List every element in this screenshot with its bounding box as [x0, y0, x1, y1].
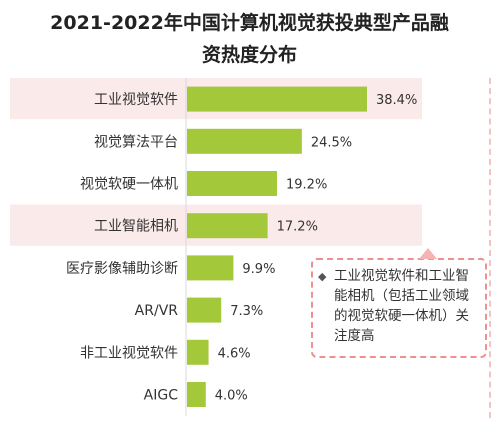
value-label: 4.0%: [215, 389, 248, 404]
value-label: 24.5%: [311, 135, 352, 150]
annotation-callout: ◆ 工业视觉软件和工业智能相机（包括工业领域的视觉软硬一体机）关注度高: [311, 248, 487, 358]
value-label: 19.2%: [286, 178, 327, 193]
value-label: 4.6%: [218, 346, 251, 361]
chart-title-line-1: 2021-2022年中国计算机视觉获投典型产品融: [50, 12, 449, 34]
chart-title-line-2: 资热度分布: [201, 44, 297, 66]
bar: [187, 86, 367, 112]
bar: [187, 128, 302, 154]
category-label: AR/VR: [135, 303, 179, 319]
callout-pointer: [419, 248, 437, 259]
value-label: 17.2%: [277, 220, 318, 235]
bar: [187, 213, 268, 239]
category-label: 视觉软硬一体机: [80, 177, 178, 193]
value-label: 9.9%: [242, 262, 275, 277]
bar: [187, 339, 209, 365]
bar: [187, 171, 277, 196]
value-label: 38.4%: [376, 93, 417, 108]
value-label: 7.3%: [230, 304, 263, 319]
category-label: 工业视觉软件: [94, 92, 178, 108]
category-label: AIGC: [144, 388, 179, 404]
diamond-icon: ◆: [318, 270, 327, 283]
category-label: 视觉算法平台: [94, 134, 178, 150]
callout-text: 工业视觉软件和工业智能相机（包括工业领域的视觉软硬一体机）关注度高: [334, 268, 469, 344]
bar: [187, 255, 234, 281]
bar: [187, 297, 222, 323]
category-label: 医疗影像辅助诊断: [66, 261, 178, 277]
bar: [187, 382, 206, 407]
category-label: 工业智能相机: [94, 219, 178, 235]
decorative-dashed-border: [489, 78, 493, 418]
category-label: 非工业视觉软件: [80, 345, 178, 361]
